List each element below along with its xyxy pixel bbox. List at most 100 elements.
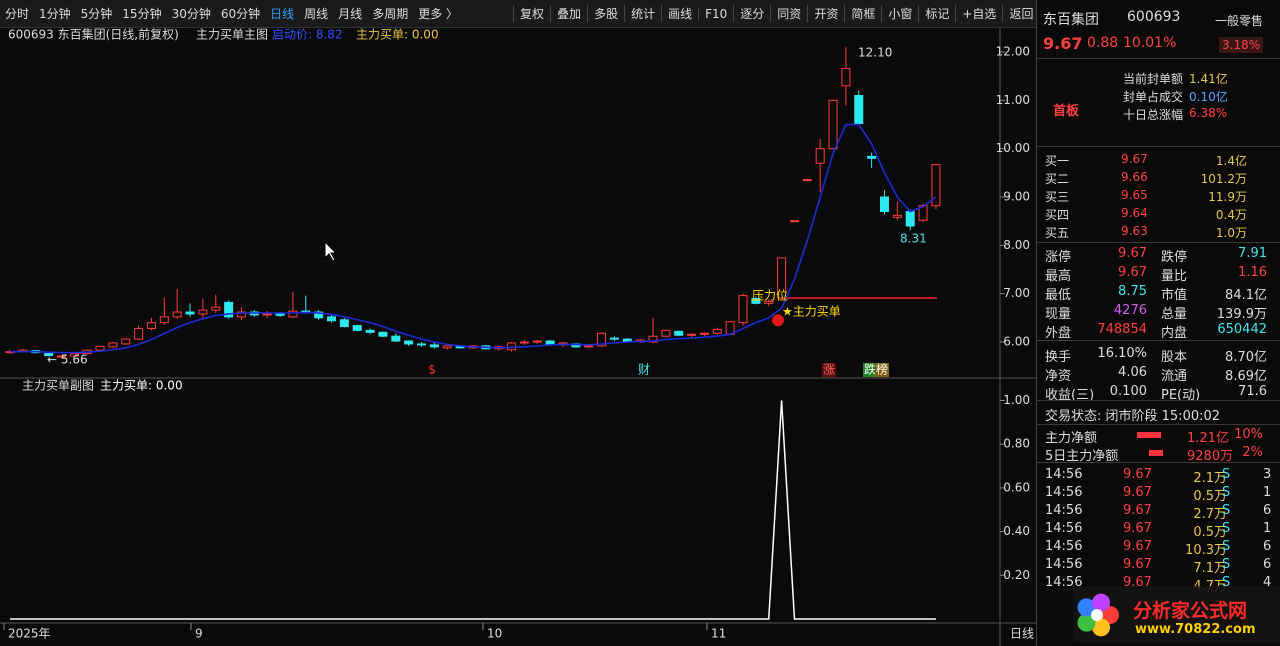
signal-ball <box>772 314 784 327</box>
stat-value: 8.69亿 <box>1225 369 1267 384</box>
tool-button[interactable]: 小窗 <box>881 5 918 22</box>
trade-time: 14:56 <box>1045 557 1083 572</box>
candle-body <box>134 327 144 340</box>
bid-price: 9.67 <box>1121 152 1148 166</box>
stat-label: 跌停 <box>1161 250 1188 265</box>
high-label: 12.10 <box>858 46 892 60</box>
stat-value: 650442 <box>1217 322 1267 337</box>
stat-label: 最低 <box>1045 288 1072 303</box>
y-tick-label: 0.80 <box>1003 437 1030 451</box>
divider <box>1037 242 1280 243</box>
candle-body <box>764 300 774 304</box>
trade-side: S <box>1222 467 1231 482</box>
tool-button[interactable]: F10 <box>698 6 733 21</box>
candle-body <box>532 340 542 343</box>
candle-body <box>417 343 427 346</box>
period-tab[interactable]: 30分钟 <box>171 7 211 21</box>
candle-body <box>802 179 812 182</box>
bid-volume: 101.2万 <box>1200 172 1247 186</box>
stat-label: 外盘 <box>1045 326 1072 341</box>
stock-code: 600693 <box>1127 9 1181 25</box>
candle-body <box>789 220 799 223</box>
stat-value: 16.10% <box>1097 346 1147 361</box>
tool-button[interactable]: 逐分 <box>733 5 770 22</box>
trade-side: S <box>1222 521 1231 536</box>
trade-count: 3 <box>1263 467 1272 482</box>
trade-price: 9.67 <box>1123 467 1152 482</box>
stat-value: 0.100 <box>1109 384 1147 399</box>
stat-label: PE(动) <box>1161 388 1201 403</box>
trade-time: 14:56 <box>1045 467 1083 482</box>
period-tab[interactable]: 周线 <box>304 7 329 21</box>
watermark-url: www.70822.com <box>1135 622 1256 637</box>
buy-label: 主力买单: 0.00 <box>356 28 439 42</box>
x-tick-label: 9 <box>195 627 203 641</box>
period-tab[interactable]: 15分钟 <box>122 7 162 21</box>
candle-body <box>674 330 684 336</box>
candle-body <box>622 338 632 342</box>
tool-button[interactable]: 返回 <box>1002 5 1039 22</box>
trade-side: S <box>1222 557 1231 572</box>
period-tab[interactable]: 1分钟 <box>39 7 71 21</box>
tool-button[interactable]: 复权 <box>513 5 550 22</box>
toolbar: 分时 1分钟 5分钟 15分钟 30分钟 60分钟 日线 周线 月线 多周期 更多 〉 复权 叠加 多股统… <box>0 0 1036 28</box>
bid-volume: 1.4亿 <box>1215 154 1247 168</box>
candle-body <box>224 301 234 318</box>
period-tab[interactable]: 日线 <box>270 7 295 21</box>
trade-time: 14:56 <box>1045 539 1083 554</box>
stat-value: 4276 <box>1113 303 1147 318</box>
sub-value: 主力买单: 0.00 <box>100 379 183 393</box>
trade-side: S <box>1222 485 1231 500</box>
x-tick-label: 2025年 <box>8 627 51 641</box>
tool-button[interactable]: 画线 <box>661 5 698 22</box>
stat-value: 71.6 <box>1238 384 1267 399</box>
tool-button[interactable]: 标记 <box>918 5 955 22</box>
indicator-name: 主力买单主图 <box>196 28 268 42</box>
candle-body <box>288 310 298 318</box>
trade-count: 1 <box>1263 521 1272 536</box>
period-tab[interactable]: 分时 <box>5 7 30 21</box>
period-tab[interactable]: 更多 〉 <box>418 7 459 21</box>
period-tab[interactable]: 60分钟 <box>220 7 261 21</box>
chart-area: 6.00 7.00 8.00 9.00 10.00 11.00 12.00 600693 东百… <box>0 27 1036 646</box>
period-tab[interactable]: 多周期 <box>372 7 409 21</box>
candle-body <box>828 99 838 150</box>
petal <box>1101 606 1119 624</box>
y-tick-label: 8.00 <box>1003 238 1030 252</box>
stat-label: 流通 <box>1161 369 1188 384</box>
stat-value: 1.16 <box>1238 265 1267 280</box>
recent-low-label: 8.31 <box>900 232 927 246</box>
candle-body <box>584 345 594 348</box>
cursor <box>324 240 338 262</box>
trade-price: 9.67 <box>1123 539 1152 554</box>
candle-body <box>275 313 285 316</box>
event-bg <box>875 363 889 377</box>
tool-button[interactable]: 简框 <box>844 5 881 22</box>
tool-button[interactable]: 多股 <box>587 5 624 22</box>
period-tab[interactable]: 月线 <box>338 7 363 21</box>
tool-button[interactable]: +自选 <box>955 5 1002 22</box>
petal <box>1092 593 1111 612</box>
candle-body <box>236 311 246 318</box>
period-tab[interactable]: 5分钟 <box>80 7 113 21</box>
seal-label: 当前封单额 <box>1123 72 1184 86</box>
tool-button[interactable]: 同资 <box>770 5 807 22</box>
tool-button[interactable]: 统计 <box>624 5 661 22</box>
candle-body <box>687 333 697 336</box>
trade-time: 14:56 <box>1045 521 1083 536</box>
x-tick-label: 11 <box>711 627 726 641</box>
stat-value: 4.06 <box>1118 365 1147 380</box>
candle-body <box>777 257 787 299</box>
tool-button[interactable]: 开资 <box>807 5 844 22</box>
petal <box>1077 613 1096 632</box>
trade-price: 9.67 <box>1123 521 1152 536</box>
bid-label: 买三 <box>1045 190 1070 204</box>
candle-body <box>378 331 388 337</box>
event-marker: 财 <box>638 363 650 377</box>
divider <box>1037 146 1280 147</box>
stat-label: 市值 <box>1161 288 1188 303</box>
tool-button[interactable]: 叠加 <box>550 5 587 22</box>
candle-body <box>429 344 439 348</box>
divider <box>1037 58 1280 59</box>
